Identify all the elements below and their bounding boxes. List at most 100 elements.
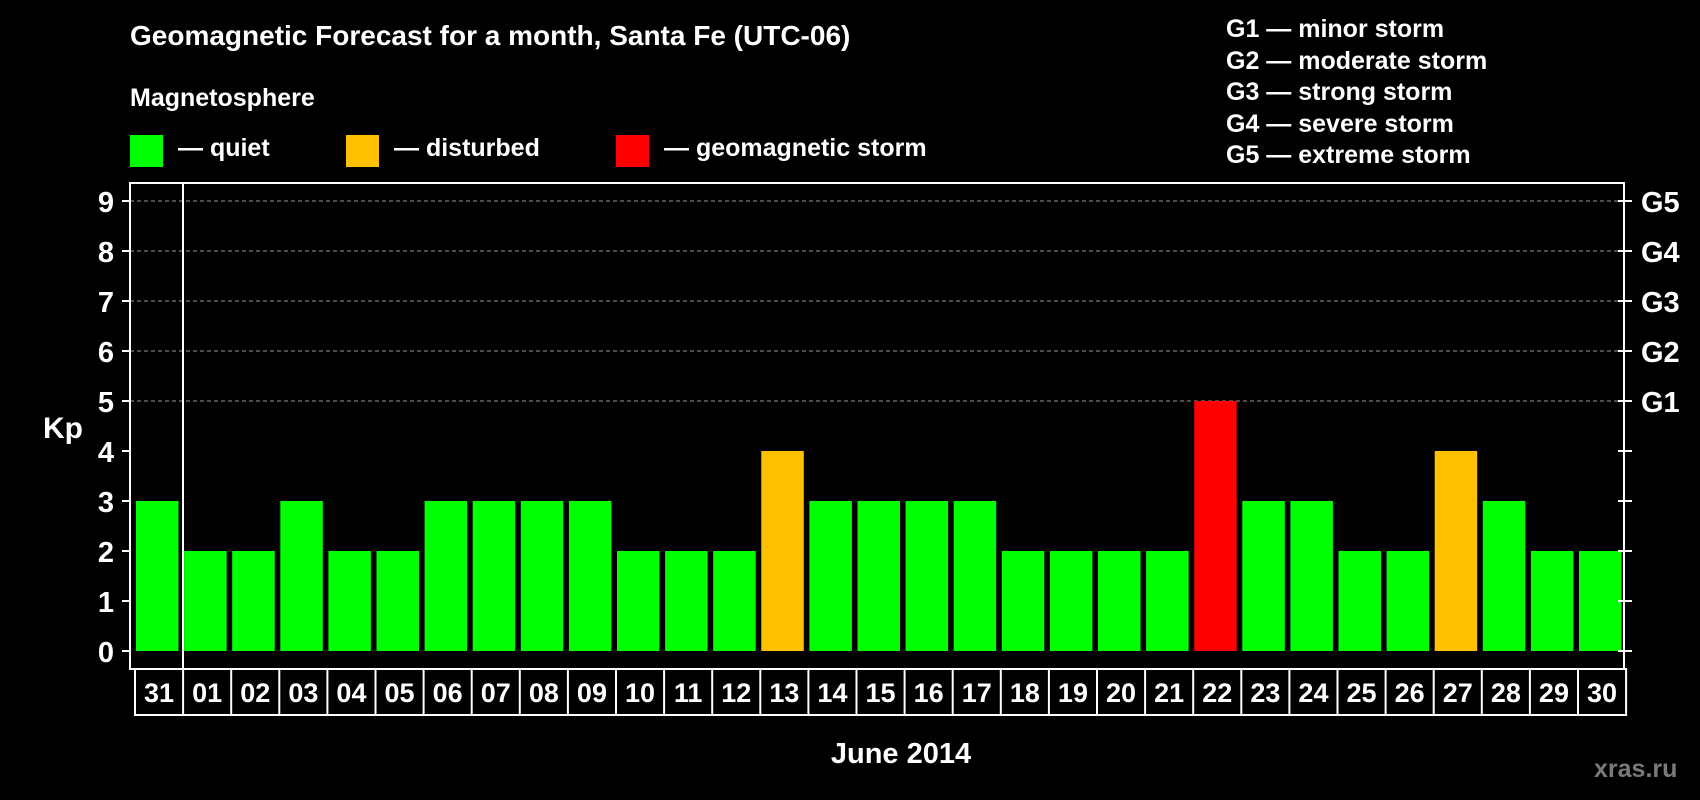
x-tick-label: 11 (674, 678, 703, 708)
bar-06 (424, 501, 468, 651)
legend-storm-label: — geomagnetic storm (664, 134, 927, 162)
right-axis-label-G1: G1 (1641, 387, 1680, 419)
y-tick-label: 5 (98, 387, 114, 419)
bar-13 (761, 451, 804, 651)
bar-08 (520, 501, 564, 651)
x-tick-label: 06 (433, 678, 463, 708)
x-tick-label: 23 (1250, 678, 1280, 708)
bar-03 (280, 501, 323, 651)
bars (136, 401, 1622, 651)
x-tick-label: 22 (1202, 678, 1232, 708)
y-tick-label: 2 (98, 537, 114, 569)
y-axis-label: Kp (43, 412, 83, 445)
x-tick-label: 01 (192, 678, 222, 708)
bar-07 (472, 501, 516, 651)
g-scale-legend: G1 — minor storm G2 — moderate storm G3 … (1226, 14, 1487, 172)
x-tick-label: 07 (481, 678, 511, 708)
x-tick-label: 04 (336, 678, 366, 708)
x-tick-label: 08 (529, 678, 559, 708)
x-axis-label: June 2014 (831, 738, 971, 770)
bar-11 (665, 551, 708, 651)
x-tick-label: 17 (962, 678, 992, 708)
bar-31 (136, 501, 179, 651)
y-axis: 0 1 2 3 4 5 6 7 8 9 (98, 187, 130, 669)
x-tick-label: 25 (1347, 678, 1377, 708)
bar-30 (1579, 551, 1622, 651)
x-tick-label: 13 (769, 678, 799, 708)
bar-25 (1338, 551, 1381, 651)
x-tick-label: 21 (1154, 678, 1184, 708)
bar-24 (1290, 501, 1333, 651)
bar-27 (1434, 451, 1478, 651)
bar-01 (184, 551, 227, 651)
x-tick-label: 29 (1539, 678, 1569, 708)
x-tick-label: 03 (288, 678, 318, 708)
bar-18 (1001, 551, 1045, 651)
bar-17 (953, 501, 997, 651)
bar-20 (1098, 551, 1141, 651)
x-tick-label: 24 (1298, 678, 1328, 708)
x-tick-label: 18 (1010, 678, 1040, 708)
right-axis: G1 G2 G3 G4 G5 (1618, 187, 1680, 652)
g-scale-item: G2 — moderate storm (1226, 46, 1488, 75)
legend-storm-swatch (616, 135, 649, 167)
bar-15 (857, 501, 900, 651)
x-tick-label: 09 (577, 678, 607, 708)
bar-04 (328, 551, 371, 651)
legend-quiet-label: — quiet (178, 134, 270, 162)
x-tick-label: 28 (1491, 678, 1521, 708)
x-tick-label: 19 (1058, 678, 1088, 708)
x-axis: 31 01 02 03 04 05 06 07 08 09 10 11 12 13 14 15 16 17 18 19… (134, 668, 1628, 716)
legend-quiet-swatch (130, 135, 163, 167)
legend-disturbed-label: — disturbed (394, 134, 540, 162)
bar-10 (617, 551, 660, 651)
date-strip (134, 668, 1628, 716)
y-tick-label: 0 (98, 637, 114, 669)
gridlines (130, 200, 1624, 402)
x-tick-label: 14 (817, 678, 847, 708)
y-tick-label: 4 (98, 437, 114, 469)
g-scale-item: G5 — extreme storm (1226, 141, 1471, 169)
bar-09 (568, 501, 612, 651)
x-tick-label: 16 (914, 678, 944, 708)
x-tick-label: 05 (385, 678, 415, 708)
y-tick-label: 7 (98, 287, 114, 319)
x-tick-label: 26 (1395, 678, 1425, 708)
bar-29 (1530, 551, 1574, 651)
right-axis-label-G3: G3 (1641, 287, 1680, 319)
chart-title: Geomagnetic Forecast for a month, Santa … (130, 20, 851, 51)
bar-26 (1386, 551, 1430, 651)
y-tick-label: 3 (98, 487, 114, 519)
bar-19 (1049, 551, 1093, 651)
x-tick-label: 15 (866, 678, 896, 708)
g-scale-item: G3 — strong storm (1226, 78, 1453, 106)
bar-21 (1146, 551, 1189, 651)
bar-22 (1194, 401, 1237, 651)
right-axis-label-G5: G5 (1641, 187, 1680, 219)
bar-23 (1242, 501, 1285, 651)
bar-16 (905, 501, 949, 651)
x-tick-label: 27 (1443, 678, 1473, 708)
bar-02 (232, 551, 275, 651)
legend-disturbed-swatch (346, 135, 379, 167)
bar-28 (1482, 501, 1526, 651)
right-axis-label-G4: G4 (1641, 237, 1680, 269)
g-scale-item: G1 — minor storm (1226, 15, 1445, 43)
y-tick-label: 1 (98, 587, 114, 619)
bar-14 (809, 501, 852, 651)
legend-title: Magnetosphere (130, 84, 315, 112)
x-tick-label: 10 (625, 678, 655, 708)
watermark: xras.ru (1594, 755, 1678, 783)
y-tick-label: 9 (98, 187, 114, 219)
x-tick-label: 31 (144, 678, 174, 708)
bar-05 (376, 551, 419, 651)
x-tick-label: 20 (1106, 678, 1136, 708)
right-axis-label-G2: G2 (1641, 337, 1680, 369)
x-tick-label: 02 (240, 678, 270, 708)
x-tick-label: 30 (1587, 678, 1617, 708)
y-tick-label: 6 (98, 337, 114, 369)
bar-12 (713, 551, 756, 651)
y-tick-label: 8 (98, 237, 114, 269)
g-scale-item: G4 — severe storm (1226, 109, 1454, 138)
